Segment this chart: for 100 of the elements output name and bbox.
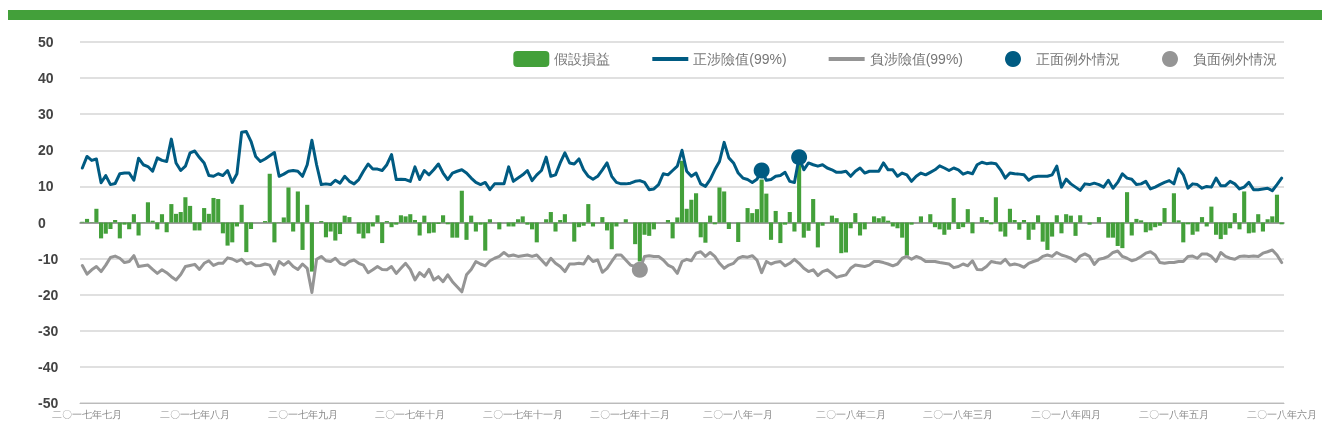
bar: [94, 208, 99, 223]
bar: [309, 222, 314, 272]
bar: [295, 191, 300, 223]
bar: [1017, 222, 1022, 230]
bar: [693, 193, 699, 223]
bar: [183, 197, 188, 223]
bar: [239, 204, 244, 223]
bar: [1115, 222, 1120, 246]
bar: [1045, 222, 1050, 250]
bar: [408, 214, 413, 223]
bar: [1242, 191, 1247, 223]
bar: [450, 222, 455, 238]
bar: [703, 222, 708, 243]
bar: [534, 222, 539, 243]
bar: [380, 222, 385, 244]
bar: [970, 222, 975, 234]
bar: [881, 216, 886, 223]
bar: [708, 215, 713, 223]
bar: [773, 210, 778, 223]
y-tick-label: 20: [38, 142, 54, 159]
bar: [1190, 222, 1195, 235]
x-tick-label: 二〇一七年八月: [159, 408, 230, 420]
bar: [469, 215, 474, 223]
bar: [778, 222, 783, 244]
y-tick-label: 40: [38, 70, 54, 87]
bar: [1265, 219, 1270, 223]
bar: [1251, 222, 1256, 233]
line-series: [80, 248, 1284, 295]
bar: [113, 219, 118, 223]
bar: [230, 222, 235, 243]
bar: [942, 222, 947, 235]
bar: [403, 216, 408, 223]
bar: [1068, 215, 1073, 223]
bar: [1026, 222, 1031, 240]
bar: [1199, 217, 1205, 223]
legend-label: 正面例外情況: [1036, 51, 1120, 67]
bar: [131, 214, 136, 223]
bar: [787, 212, 792, 223]
legend-label: 負面例外情況: [1193, 51, 1277, 67]
y-tick-label: -50: [38, 395, 59, 411]
y-tick-label: -20: [38, 286, 59, 303]
bar: [839, 222, 844, 254]
bar: [1120, 222, 1125, 249]
x-tick-label: 二〇一八年五月: [1138, 408, 1209, 420]
y-tick-label: -30: [38, 322, 59, 339]
bar: [623, 219, 628, 223]
bar: [736, 222, 741, 242]
bar: [1106, 222, 1111, 238]
bar: [1078, 215, 1083, 223]
point: [791, 149, 808, 166]
bar: [1256, 214, 1261, 223]
bar: [768, 222, 774, 240]
bar: [84, 218, 90, 223]
bar: [1073, 222, 1078, 236]
bar: [99, 222, 104, 239]
bar: [1134, 218, 1139, 223]
point: [753, 162, 770, 179]
bar: [984, 219, 989, 223]
x-tick-label: 二〇一八年一月: [703, 408, 774, 420]
bar: [759, 179, 764, 223]
bar: [872, 216, 877, 223]
bar: [515, 219, 521, 223]
y-tick-label: 0: [38, 214, 46, 231]
bar: [1003, 222, 1008, 237]
bar: [1125, 192, 1130, 223]
bar: [1035, 215, 1041, 223]
bar: [965, 209, 970, 223]
bar: [679, 160, 685, 223]
bar: [834, 218, 839, 223]
bar: [520, 216, 525, 223]
bar: [600, 217, 605, 223]
bar: [333, 222, 338, 241]
bar: [347, 217, 352, 223]
bar: [225, 222, 230, 246]
bar: [1021, 219, 1027, 223]
bar: [1260, 222, 1265, 232]
bar: [1223, 222, 1228, 235]
bar: [1054, 215, 1059, 223]
bar: [670, 222, 675, 239]
bar: [1232, 213, 1237, 223]
bar: [1148, 222, 1153, 231]
bar: [951, 197, 956, 223]
point: [631, 261, 648, 278]
bar: [164, 222, 169, 233]
bar: [993, 197, 998, 223]
bar: [211, 197, 216, 223]
y-tick-label: -40: [38, 358, 59, 375]
x-tick-label: 二〇一七年九月: [267, 408, 338, 420]
bar: [159, 214, 165, 223]
bar: [342, 215, 347, 223]
bar: [745, 208, 750, 223]
x-tick-label: 二〇一八年二月: [815, 408, 886, 420]
y-tick-label: 30: [38, 106, 54, 123]
bar: [572, 222, 577, 242]
bar: [375, 215, 380, 223]
y-tick-label: -10: [38, 250, 59, 267]
x-tick-label: 二〇一八年四月: [1031, 408, 1102, 420]
bar: [1209, 206, 1214, 223]
bar: [300, 222, 305, 250]
bar: [553, 222, 558, 232]
